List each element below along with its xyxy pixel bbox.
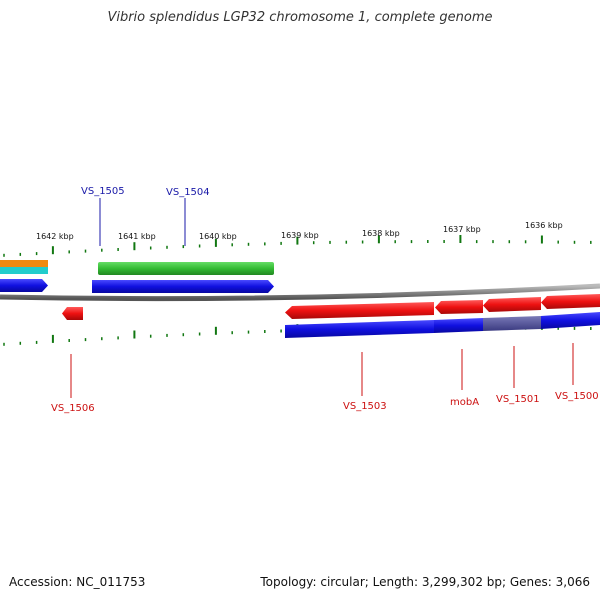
map-title: Vibrio splendidus LGP32 chromosome 1, co…: [107, 10, 493, 25]
cds-track-bottom[interactable]: [285, 320, 434, 338]
scale-label: 1642 kbp: [36, 232, 74, 241]
chromosome-backbone: [0, 283, 600, 302]
cyan-feature[interactable]: [0, 267, 48, 274]
gene-vs1504[interactable]: [104, 280, 274, 293]
gene-vs1500[interactable]: [541, 294, 600, 309]
cds-track-bottom[interactable]: [541, 312, 600, 329]
gene-label[interactable]: VS_1501: [496, 394, 540, 405]
genome-summary: Topology: circular; Length: 3,299,302 bp…: [260, 575, 590, 589]
orange-feature[interactable]: [0, 260, 48, 267]
scale-label: 1637 kbp: [443, 225, 481, 234]
gene-vs1506[interactable]: [62, 307, 83, 320]
gene-label[interactable]: VS_1505: [81, 186, 125, 197]
gene-label[interactable]: VS_1503: [343, 401, 387, 412]
gene-label[interactable]: VS_1506: [51, 403, 95, 414]
scale-ticks-top: [3, 235, 592, 257]
scale-label: 1641 kbp: [118, 232, 156, 241]
accession-text: Accession: NC_011753: [9, 575, 146, 589]
gene-vs1503[interactable]: [285, 302, 434, 319]
cds-track-purple[interactable]: [483, 316, 541, 331]
scale-labels: 1642 kbp 1641 kbp 1640 kbp 1639 kbp 1638…: [36, 221, 563, 241]
gene-forward-left[interactable]: [0, 279, 48, 292]
cds-track-bottom[interactable]: [434, 318, 483, 333]
gene-moba[interactable]: [435, 300, 483, 314]
gene-label[interactable]: VS_1500: [555, 391, 599, 402]
scale-label: 1636 kbp: [525, 221, 563, 230]
scale-label: 1640 kbp: [199, 232, 237, 241]
gene-label[interactable]: VS_1504: [166, 187, 210, 198]
gene-label[interactable]: mobA: [450, 397, 479, 408]
gene-vs1501[interactable]: [483, 297, 541, 312]
rna-gene[interactable]: [98, 262, 274, 275]
scale-label: 1639 kbp: [281, 231, 319, 240]
scale-label: 1638 kbp: [362, 229, 400, 238]
